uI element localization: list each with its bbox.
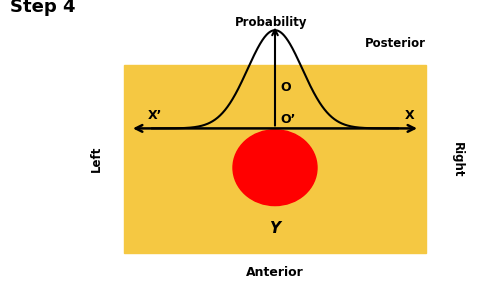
Text: X’: X’ [148, 109, 162, 122]
Text: Step 4: Step 4 [10, 0, 76, 16]
FancyBboxPatch shape [124, 65, 426, 253]
Text: O: O [280, 81, 291, 94]
Ellipse shape [233, 130, 317, 206]
Text: Posterior: Posterior [365, 37, 426, 50]
Text: O’: O’ [280, 113, 296, 127]
Text: Y: Y [270, 221, 280, 235]
Text: Left: Left [90, 146, 103, 172]
Text: Right: Right [451, 142, 464, 177]
Text: X: X [404, 109, 414, 122]
Text: Anterior: Anterior [246, 266, 304, 278]
Text: Probability: Probability [234, 16, 307, 29]
